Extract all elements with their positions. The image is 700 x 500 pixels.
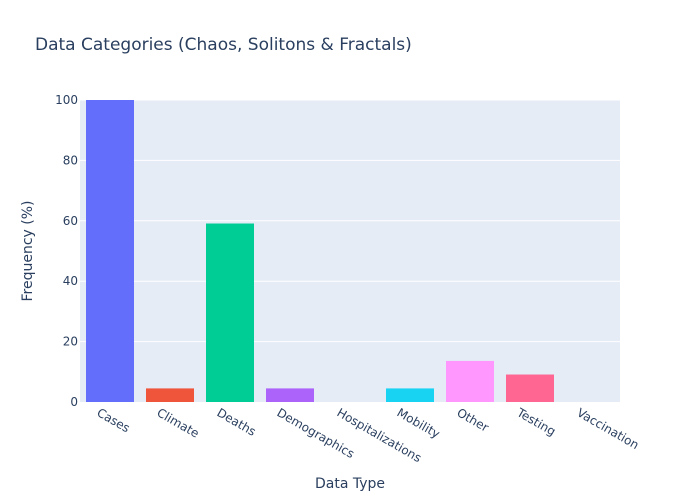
- y-tick-label: 100: [55, 93, 78, 107]
- x-tick-label: Mobility: [395, 405, 443, 441]
- x-tick-label: Cases: [95, 405, 133, 435]
- y-tick-label: 80: [63, 153, 78, 167]
- plot-background: [80, 100, 620, 402]
- x-tick-label: Vaccination: [575, 405, 642, 452]
- bar-mobility: [386, 388, 434, 402]
- bar-climate: [146, 388, 194, 402]
- bar-deaths: [206, 223, 254, 402]
- bar-demographics: [266, 388, 314, 402]
- chart-title: Data Categories (Chaos, Solitons & Fract…: [35, 35, 412, 55]
- y-axis-title: Frequency (%): [20, 200, 36, 301]
- bar-other: [446, 360, 494, 402]
- x-tick-label: Other: [455, 405, 492, 434]
- gridlines: [80, 99, 620, 343]
- x-tick-label: Deaths: [215, 405, 259, 438]
- y-tick-label: 60: [63, 214, 78, 228]
- y-tick-label: 20: [63, 335, 78, 349]
- x-tick-label: Testing: [514, 405, 558, 439]
- y-tick-label: 40: [63, 274, 78, 288]
- x-axis-ticks: Cases Climate Deaths DemographicsHospitaliz…: [95, 405, 642, 465]
- y-axis-ticks: 0 20 40 60 80 100: [55, 93, 78, 409]
- y-tick-label: 0: [70, 395, 78, 409]
- bar-cases: [86, 100, 134, 402]
- bars: [86, 100, 554, 402]
- x-tick-label: Climate: [155, 405, 202, 440]
- x-axis-title: Data Type: [315, 476, 385, 492]
- bar-testing: [506, 374, 554, 402]
